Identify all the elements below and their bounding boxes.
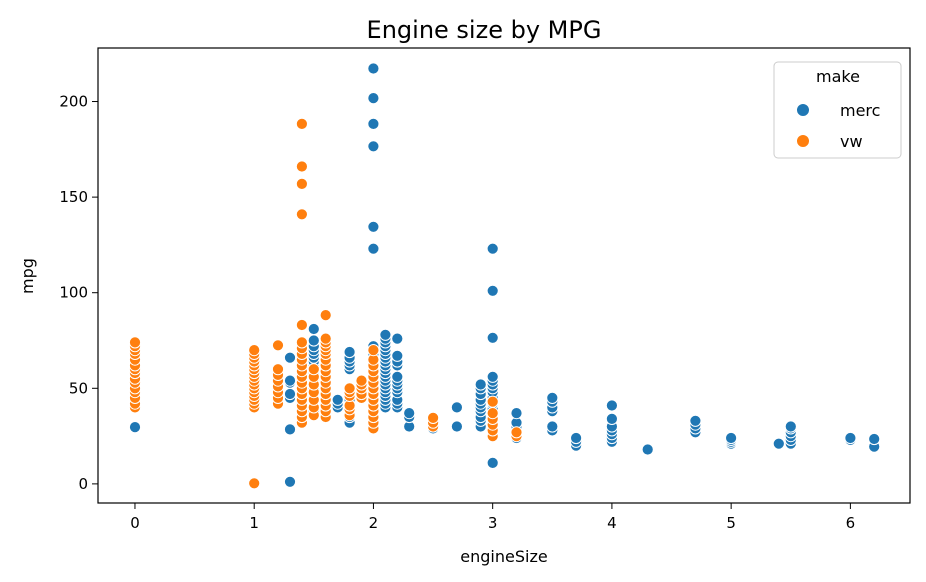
point-merc-162 [784, 420, 797, 433]
point-merc-7 [283, 351, 297, 364]
point-vw-57 [295, 177, 308, 190]
point-vw-14 [128, 336, 142, 349]
legend-box [773, 61, 902, 159]
point-vw-117 [486, 395, 499, 408]
point-merc-121 [486, 370, 499, 383]
point-merc-58 [367, 117, 380, 131]
point-vw-111 [427, 411, 440, 424]
legend-marker-vw [796, 134, 810, 148]
point-merc-124 [486, 242, 499, 255]
point-merc-22 [307, 334, 320, 347]
chart-title: Engine size by MPG [367, 16, 602, 44]
legend-marker-merc [796, 103, 810, 117]
y-tick-label-100: 100 [59, 284, 88, 302]
x-tick-label-1: 1 [249, 514, 259, 532]
legend-label-merc: merc [840, 101, 880, 120]
point-vw-59 [295, 117, 308, 131]
point-vw-89 [343, 382, 356, 395]
point-vw-15 [248, 477, 261, 490]
point-vw-66 [307, 363, 320, 376]
y-tick-label-50: 50 [69, 379, 88, 397]
point-merc-55 [367, 242, 380, 255]
point-merc-60 [367, 62, 380, 75]
point-vw-82 [319, 332, 332, 345]
point-merc-123 [486, 284, 499, 297]
x-tick-label-2: 2 [369, 514, 379, 532]
point-merc-166 [868, 432, 881, 446]
y-tick-label-0: 0 [78, 475, 88, 493]
point-merc-151 [689, 414, 702, 427]
point-vw-94 [355, 374, 368, 387]
point-vw-116 [486, 407, 499, 420]
legend: make merc vw [773, 61, 902, 159]
point-merc-130 [510, 407, 523, 420]
point-merc-146 [605, 399, 619, 412]
points-layer [128, 62, 881, 490]
point-merc-37 [343, 345, 356, 359]
point-merc-92 [391, 332, 404, 345]
point-merc-95 [403, 407, 416, 420]
plot-frame [97, 47, 911, 504]
y-tick-label-150: 150 [59, 188, 88, 206]
legend-title: make [816, 67, 860, 86]
point-merc-56 [367, 220, 380, 233]
point-merc-26 [331, 393, 344, 406]
x-tick-label-3: 3 [488, 514, 498, 532]
point-vw-56 [295, 208, 308, 221]
y-axis: 0 50 100 150 200 [59, 93, 98, 493]
point-merc-122 [486, 331, 499, 344]
point-vw-38 [271, 363, 285, 376]
point-merc-2 [283, 423, 297, 436]
point-merc-99 [450, 401, 463, 414]
point-vw-31 [248, 344, 261, 357]
x-tick-label-6: 6 [846, 514, 856, 532]
x-axis-label: engineSize [460, 547, 547, 566]
point-merc-145 [605, 412, 619, 425]
point-merc-23 [307, 322, 320, 336]
y-tick-label-200: 200 [59, 93, 88, 111]
x-axis: 0 1 2 3 4 5 6 [130, 503, 855, 532]
point-merc-80 [379, 328, 392, 341]
x-tick-label-5: 5 [726, 514, 736, 532]
point-merc-109 [474, 378, 487, 391]
point-merc-0 [128, 421, 142, 434]
point-merc-139 [570, 431, 583, 445]
point-merc-91 [391, 349, 404, 362]
point-merc-156 [772, 437, 785, 450]
point-vw-55 [295, 318, 308, 332]
x-tick-label-0: 0 [130, 514, 140, 532]
legend-label-vw: vw [840, 132, 863, 151]
point-vw-83 [319, 309, 332, 322]
point-merc-57 [367, 140, 380, 153]
point-merc-88 [391, 370, 404, 383]
point-vw-108 [367, 344, 380, 357]
point-merc-4 [283, 387, 297, 401]
point-merc-132 [546, 420, 559, 433]
point-merc-1 [283, 475, 297, 488]
point-merc-6 [283, 374, 297, 387]
x-tick-label-4: 4 [607, 514, 617, 532]
point-merc-110 [486, 456, 499, 469]
y-axis-label: mpg [18, 258, 37, 294]
point-merc-98 [450, 420, 463, 433]
point-vw-119 [510, 426, 523, 439]
point-merc-147 [641, 443, 654, 456]
point-merc-59 [367, 92, 380, 105]
point-merc-164 [844, 431, 857, 445]
point-merc-155 [725, 431, 738, 445]
point-vw-58 [295, 160, 308, 173]
point-vw-54 [295, 336, 308, 349]
point-vw-39 [271, 339, 285, 352]
point-merc-136 [546, 391, 559, 404]
